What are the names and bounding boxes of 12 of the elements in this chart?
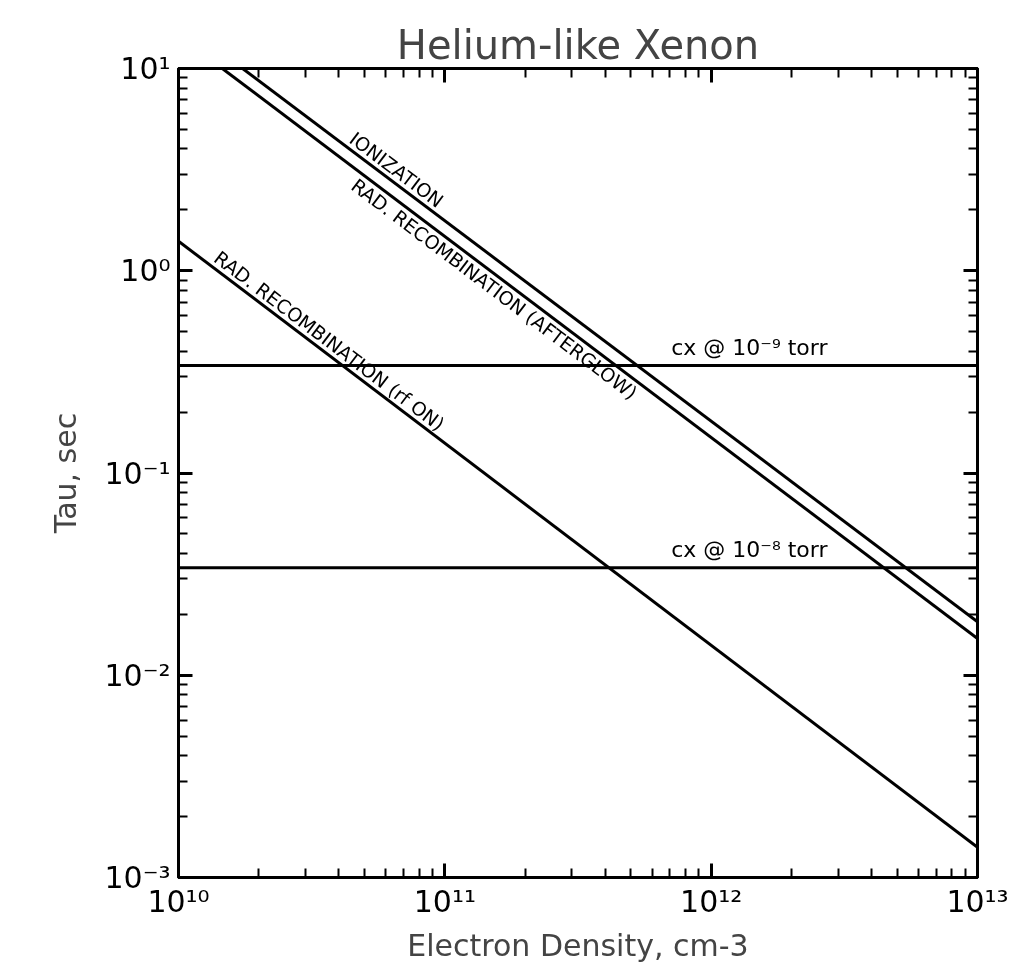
y-tick-label: 10⁰ xyxy=(120,253,171,289)
y-axis-title: Tau, sec xyxy=(48,412,84,535)
x-axis-title: Electron Density, cm-3 xyxy=(407,927,749,963)
chart-title: Helium-like Xenon xyxy=(396,21,760,68)
y-tick-label: 10⁻¹ xyxy=(104,455,171,491)
ref-line-label: cx @ 10⁻⁹ torr xyxy=(671,334,829,360)
x-tick-label: 10¹² xyxy=(680,883,743,919)
ref-line-label: cx @ 10⁻⁸ torr xyxy=(671,536,829,562)
x-tick-label: 10¹¹ xyxy=(413,883,476,919)
x-tick-label: 10¹³ xyxy=(946,883,1009,919)
y-tick-label: 10¹ xyxy=(120,51,171,86)
y-tick-label: 10⁻² xyxy=(104,657,171,693)
